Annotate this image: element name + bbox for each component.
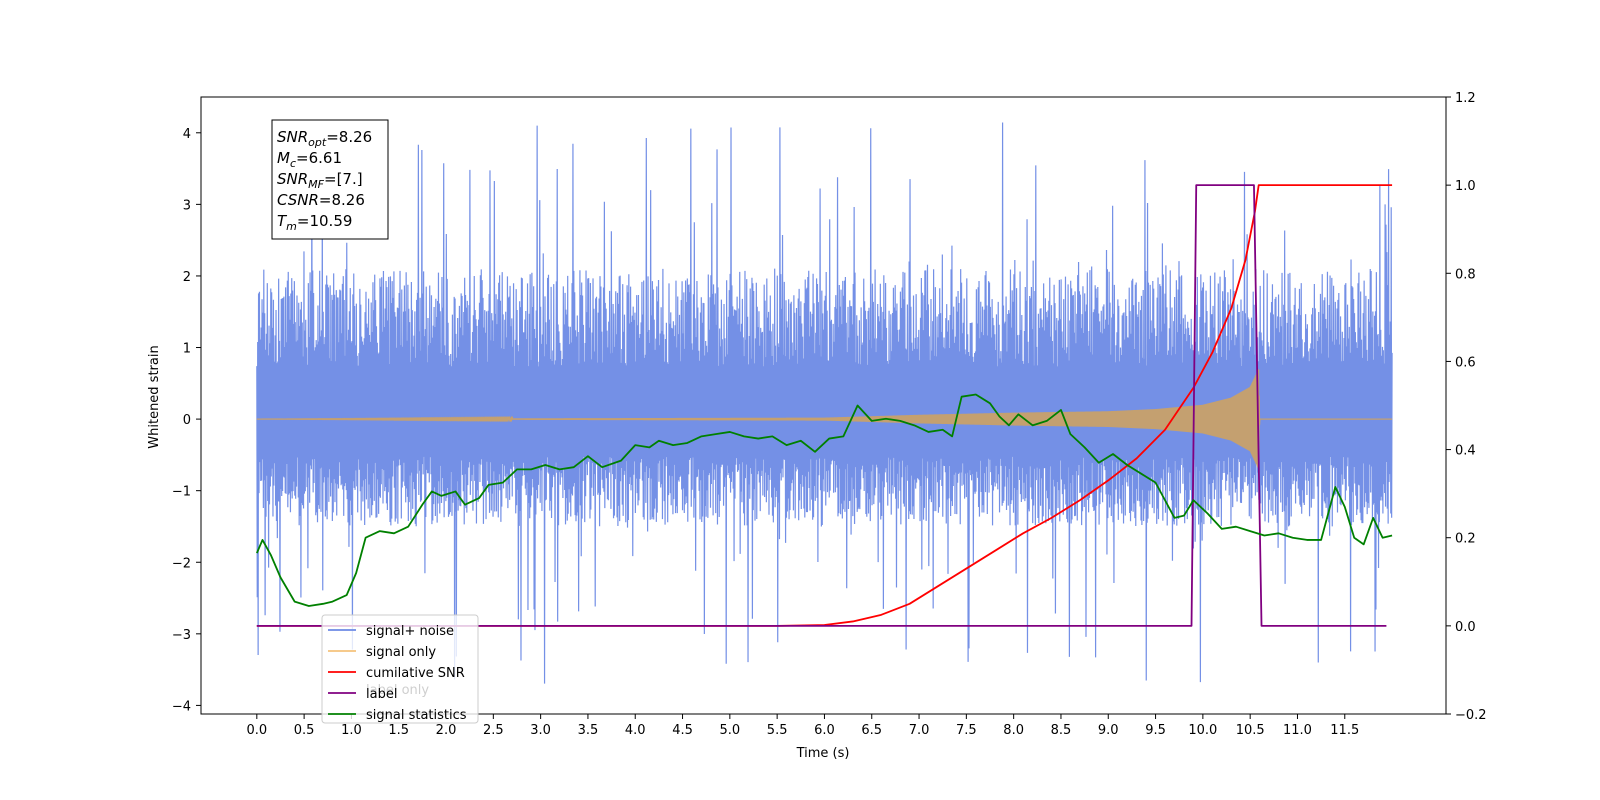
y-right-tick-label: 0.4 bbox=[1455, 444, 1476, 459]
stats-line: Tm=10.59 bbox=[277, 212, 352, 233]
y-left-tick-label: 2 bbox=[183, 270, 191, 285]
x-tick-label: 7.0 bbox=[909, 723, 930, 738]
legend-label: signal statistics bbox=[366, 708, 467, 723]
x-tick-label: 5.0 bbox=[719, 723, 740, 738]
stats-line: CSNR=8.26 bbox=[277, 191, 365, 209]
legend-label: label bbox=[366, 687, 397, 702]
y-right-tick-label: 0.2 bbox=[1455, 532, 1476, 547]
x-tick-label: 4.5 bbox=[672, 723, 693, 738]
y-left-tick-label: −4 bbox=[172, 699, 191, 714]
y-left-tick-label: −3 bbox=[172, 628, 191, 643]
legend-hidden-text: label only bbox=[366, 683, 429, 698]
y-right-tick-label: 1.0 bbox=[1455, 179, 1476, 194]
y-right-tick-label: 0.6 bbox=[1455, 355, 1476, 370]
x-tick-label: 0.5 bbox=[294, 723, 315, 738]
x-tick-label: 2.5 bbox=[483, 723, 504, 738]
x-tick-label: 6.5 bbox=[861, 723, 882, 738]
label-line bbox=[256, 184, 1387, 627]
plot-frame bbox=[200, 96, 1447, 715]
y-left-tick-label: −2 bbox=[172, 556, 191, 571]
x-tick-label: 2.0 bbox=[436, 723, 457, 738]
x-tick-label: 9.5 bbox=[1145, 723, 1166, 738]
x-tick-label: 1.0 bbox=[341, 723, 362, 738]
y-left-tick-label: 3 bbox=[183, 198, 191, 213]
axes: 0.0 0.5 1.0 1.5 2.0 2.5 3.0 3.5 4.0 4.5 5.0 5.5 6.0 6… bbox=[172, 91, 1487, 738]
y-axis-label-left: Whitened strain bbox=[147, 345, 162, 448]
x-tick-label: 8.0 bbox=[1003, 723, 1024, 738]
stats-line: SNRopt=8.26 bbox=[277, 128, 372, 149]
legend-label: signal+ noise bbox=[366, 624, 454, 639]
stats-line: Mc=6.61 bbox=[277, 149, 342, 170]
x-tick-label: 8.5 bbox=[1051, 723, 1072, 738]
x-tick-label: 10.5 bbox=[1236, 723, 1265, 738]
y-right-tick-label: 0.0 bbox=[1455, 620, 1476, 635]
plot-area bbox=[255, 122, 1393, 684]
y-right-tick-label: 0.8 bbox=[1455, 267, 1476, 282]
y-left-tick-label: 1 bbox=[183, 342, 191, 357]
y-left-tick-label: 0 bbox=[183, 413, 191, 428]
x-axis-label: Time (s) bbox=[796, 746, 850, 761]
y-left-tick-label: 4 bbox=[183, 127, 191, 142]
y-left-tick-label: −1 bbox=[172, 485, 191, 500]
x-tick-label: 1.5 bbox=[388, 723, 409, 738]
x-tick-label: 3.0 bbox=[530, 723, 551, 738]
cumilative-snr-line bbox=[256, 184, 1393, 627]
legend: label only signal+ noise signal only cumila… bbox=[321, 614, 479, 724]
legend-frame bbox=[321, 614, 479, 724]
legend-label: cumilative SNR bbox=[366, 666, 465, 681]
x-tick-label: 4.0 bbox=[625, 723, 646, 738]
x-tick-label: 7.5 bbox=[956, 723, 977, 738]
x-tick-label: 10.0 bbox=[1188, 723, 1217, 738]
signal-noise-line bbox=[256, 122, 1393, 684]
signal-statistics-line bbox=[255, 393, 1393, 607]
legend-label: signal only bbox=[366, 645, 436, 660]
y-right-tick-label: −0.2 bbox=[1455, 708, 1487, 723]
x-tick-label: 9.0 bbox=[1098, 723, 1119, 738]
x-tick-label: 3.5 bbox=[578, 723, 599, 738]
x-tick-label: 11.5 bbox=[1330, 723, 1359, 738]
signal-only-line bbox=[256, 369, 1393, 469]
x-tick-label: 6.0 bbox=[814, 723, 835, 738]
y-right-tick-label: 1.2 bbox=[1455, 91, 1476, 106]
stats-line: SNRMF=[7.] bbox=[277, 170, 363, 191]
x-tick-label: 5.5 bbox=[767, 723, 788, 738]
x-tick-label: 11.0 bbox=[1283, 723, 1312, 738]
x-tick-label: 0.0 bbox=[246, 723, 267, 738]
stats-box-frame bbox=[271, 119, 389, 240]
